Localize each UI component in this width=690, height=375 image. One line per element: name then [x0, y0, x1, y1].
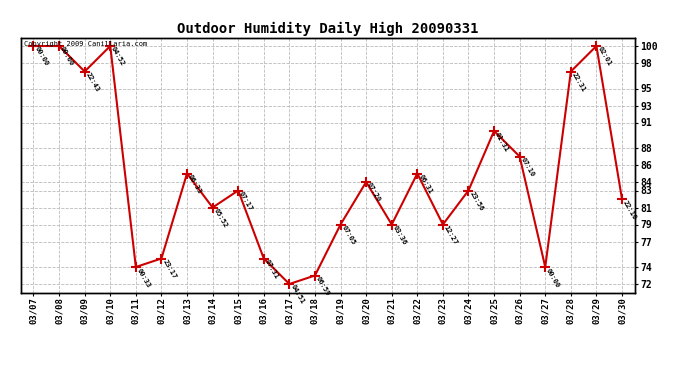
Text: 07:31: 07:31: [264, 258, 279, 280]
Text: 22:31: 22:31: [571, 72, 586, 93]
Text: 06:31: 06:31: [417, 174, 433, 195]
Text: 04:52: 04:52: [110, 46, 126, 68]
Text: 07:05: 07:05: [341, 225, 356, 246]
Text: 05:52: 05:52: [213, 207, 228, 229]
Text: 22:43: 22:43: [85, 72, 101, 93]
Title: Outdoor Humidity Daily High 20090331: Outdoor Humidity Daily High 20090331: [177, 22, 478, 36]
Text: 06:33: 06:33: [187, 174, 203, 195]
Text: 02:01: 02:01: [596, 46, 612, 68]
Text: 04:51: 04:51: [289, 284, 305, 305]
Text: 07:17: 07:17: [238, 190, 254, 212]
Text: 01:31: 01:31: [494, 131, 510, 152]
Text: 00:00: 00:00: [545, 267, 561, 288]
Text: 07:20: 07:20: [366, 182, 382, 203]
Text: 00:00: 00:00: [59, 46, 75, 68]
Text: 07:10: 07:10: [520, 156, 535, 178]
Text: 00:00: 00:00: [34, 46, 49, 68]
Text: 23:56: 23:56: [469, 190, 484, 212]
Text: 03:36: 03:36: [392, 225, 408, 246]
Text: 00:33: 00:33: [136, 267, 152, 288]
Text: 12:27: 12:27: [443, 225, 459, 246]
Text: 06:59: 06:59: [315, 276, 331, 297]
Text: 23:17: 23:17: [161, 258, 177, 280]
Text: 22:10: 22:10: [622, 199, 638, 220]
Text: Copyright 2009 Canillaria.com: Copyright 2009 Canillaria.com: [23, 41, 147, 47]
